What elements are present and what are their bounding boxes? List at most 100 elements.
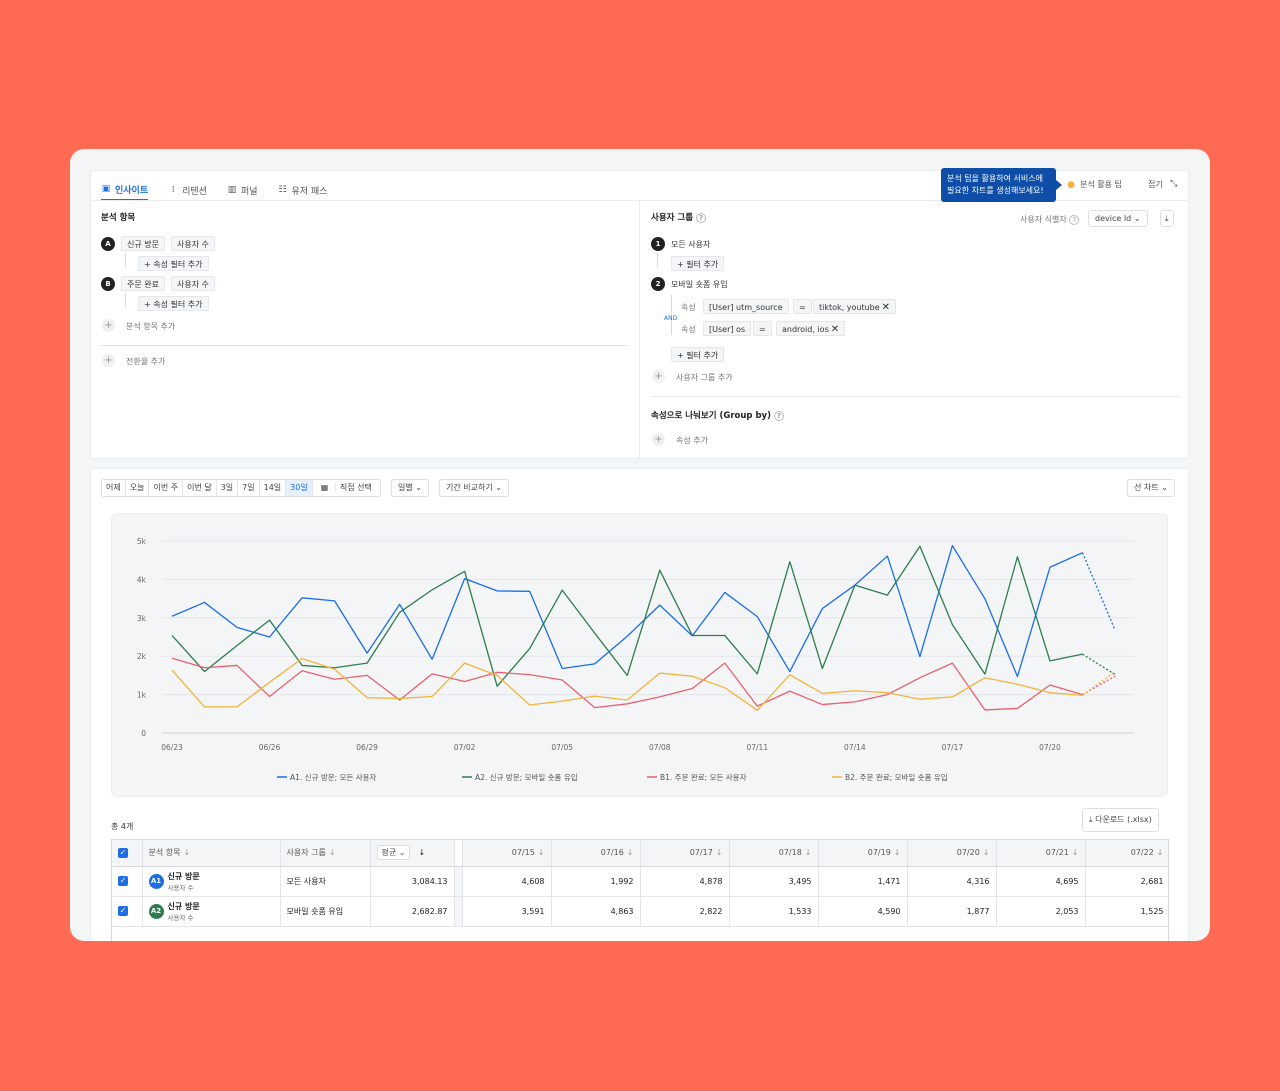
item-b-add-filter[interactable]: + 속성 필터 추가 [138, 296, 209, 311]
series-line-1 [171, 545, 1083, 678]
header-date[interactable]: 07/16 ↓ [551, 840, 641, 867]
help-icon[interactable]: ? [1069, 214, 1080, 225]
header-item[interactable]: 분석 항목 ↓ [142, 840, 281, 867]
header-date[interactable]: 07/20 ↓ [907, 840, 997, 867]
download-xlsx-button[interactable]: ⤓ 다운로드 (.xlsx) [1082, 808, 1159, 832]
avg-select[interactable]: 평균 ⌄ [376, 845, 411, 861]
condition-bracket [671, 295, 672, 335]
add-item-icon[interactable]: + [102, 319, 115, 332]
interval-select[interactable]: 일별 ⌄ [391, 479, 429, 497]
condition-1-property[interactable]: [User] utm_source [703, 299, 789, 314]
range-custom[interactable]: ▦ 직접 선택 [312, 480, 380, 496]
range-30d[interactable]: 30일 [286, 480, 313, 496]
retention-icon: ⁞ [171, 185, 175, 195]
row-value: 4,608 [462, 866, 552, 897]
fold-button[interactable]: 접기 ⤡ [1148, 179, 1178, 189]
x-tick-label: 07/14 [844, 743, 866, 752]
download-icon-button[interactable]: ⤓ [1160, 210, 1174, 227]
add-conversion[interactable]: 전환율 추가 [126, 357, 166, 366]
line-chart: 0 1k 2k 3k 4k 5k 06/23 06/26 06/29 07/02 07/05 07/0… [137, 537, 1134, 782]
sort-icon: ↓ [418, 848, 426, 858]
row-checkbox[interactable]: ✓ [112, 896, 143, 927]
y-tick-label: 1k [137, 691, 147, 700]
range-7d[interactable]: 7일 [238, 480, 260, 496]
range-14d[interactable]: 14일 [259, 480, 287, 496]
row-value: 1,471 [818, 866, 908, 897]
help-icon[interactable]: ? [696, 212, 707, 223]
row-value: 4,863 [551, 896, 641, 927]
header-date[interactable]: 07/17 ↓ [640, 840, 730, 867]
analysis-tips-button[interactable]: ● 분석 활용 팁 [1067, 179, 1122, 190]
header-avg[interactable]: 평균 ⌄ ↓ [370, 840, 455, 867]
tab-retention[interactable]: ⁞ 리텐션 [168, 179, 207, 201]
y-tick-label: 2k [137, 652, 147, 661]
range-yesterday[interactable]: 어제 [102, 480, 126, 496]
sort-icon: ↓ [982, 848, 990, 858]
sort-icon: ↓ [626, 848, 634, 858]
row-value: 2,053 [996, 896, 1086, 927]
identifier-select[interactable]: device Id ⌄ [1088, 210, 1148, 227]
x-tick-label: 07/11 [746, 743, 768, 752]
condition-1-operator[interactable]: = [793, 299, 812, 314]
condition-1-value[interactable]: tiktok, youtube ✕ [813, 299, 897, 314]
add-group-icon[interactable]: + [652, 370, 665, 383]
group-1-name[interactable]: 모든 사용자 [671, 240, 711, 249]
y-tick-label: 4k [137, 575, 147, 584]
sort-icon: ↓ [804, 848, 812, 858]
header-date[interactable]: 07/22 ↓ [1085, 840, 1168, 867]
add-user-group[interactable]: 사용자 그룹 추가 [676, 373, 733, 382]
tab-insight[interactable]: ▣ 인사이트 [101, 179, 149, 201]
sort-icon: ↓ [1156, 848, 1164, 858]
group-2-name[interactable]: 모바일 숏폼 유입 [671, 280, 728, 289]
group-1-add-filter[interactable]: + 필터 추가 [671, 256, 725, 271]
and-label: AND [664, 315, 678, 322]
add-property[interactable]: 속성 추가 [676, 436, 708, 445]
range-this-week[interactable]: 이번 주 [149, 480, 184, 496]
item-b-event[interactable]: 주문 완료 [121, 276, 165, 291]
add-property-icon[interactable]: + [652, 433, 665, 446]
row-checkbox[interactable]: ✓ [112, 866, 143, 897]
user-group-title: 사용자 그룹 ? [651, 211, 707, 223]
condition-2-property[interactable]: [User] os [703, 321, 752, 336]
tab-funnel[interactable]: ▥ 퍼널 [227, 185, 258, 197]
range-today[interactable]: 오늘 [125, 480, 150, 496]
header-date[interactable]: 07/21 ↓ [996, 840, 1086, 867]
check-icon: ✓ [118, 876, 128, 886]
add-analysis-item[interactable]: 분석 항목 추가 [126, 322, 176, 331]
series-line-3 [171, 657, 1083, 711]
help-icon[interactable]: ? [773, 410, 784, 421]
header-date[interactable]: 07/19 ↓ [818, 840, 908, 867]
range-3d[interactable]: 3일 [216, 480, 239, 496]
row-badge: A2 [148, 903, 164, 919]
condition-2-operator[interactable]: = [753, 321, 772, 336]
add-conversion-icon[interactable]: + [102, 354, 115, 367]
item-a-add-filter[interactable]: + 속성 필터 추가 [138, 256, 209, 271]
condition-2-value[interactable]: android, ios ✕ [776, 321, 846, 336]
x-tick-label: 07/02 [454, 743, 476, 752]
compare-select[interactable]: 기간 비교하기 ⌄ [439, 479, 509, 497]
item-a-event[interactable]: 신규 방문 [121, 236, 165, 251]
header-group[interactable]: 사용자 그룹 ↓ [280, 840, 371, 867]
panel-divider [639, 201, 640, 458]
select-all-checkbox[interactable]: ✓ [112, 840, 143, 867]
row-avg: 3,084.13 [370, 866, 455, 897]
download-icon: ⤓ [1089, 815, 1096, 824]
series-partial-segment-3 [1082, 675, 1116, 696]
close-icon[interactable]: ✕ [881, 302, 891, 313]
header-date[interactable]: 07/18 ↓ [729, 840, 819, 867]
close-icon[interactable]: ✕ [830, 324, 840, 335]
item-b-metric[interactable]: 사용자 수 [171, 276, 215, 291]
row-group: 모든 사용자 [280, 866, 371, 897]
item-a-metric[interactable]: 사용자 수 [171, 236, 215, 251]
calendar-icon: ▦ [316, 483, 336, 492]
row-value: 2,681 [1085, 866, 1168, 897]
condition-1-label: 속성 [681, 303, 696, 312]
x-tick-label: 07/20 [1039, 743, 1061, 752]
range-this-month[interactable]: 이번 달 [183, 480, 217, 496]
chart-type-select[interactable]: 선 차트 ⌄ [1127, 479, 1175, 497]
section-divider [101, 345, 629, 346]
header-date[interactable]: 07/15 ↓ [462, 840, 552, 867]
tab-user-path[interactable]: ☷ 유저 패스 [278, 185, 328, 197]
sort-icon: ↓ [183, 848, 191, 858]
group-2-add-filter[interactable]: + 필터 추가 [671, 347, 725, 362]
